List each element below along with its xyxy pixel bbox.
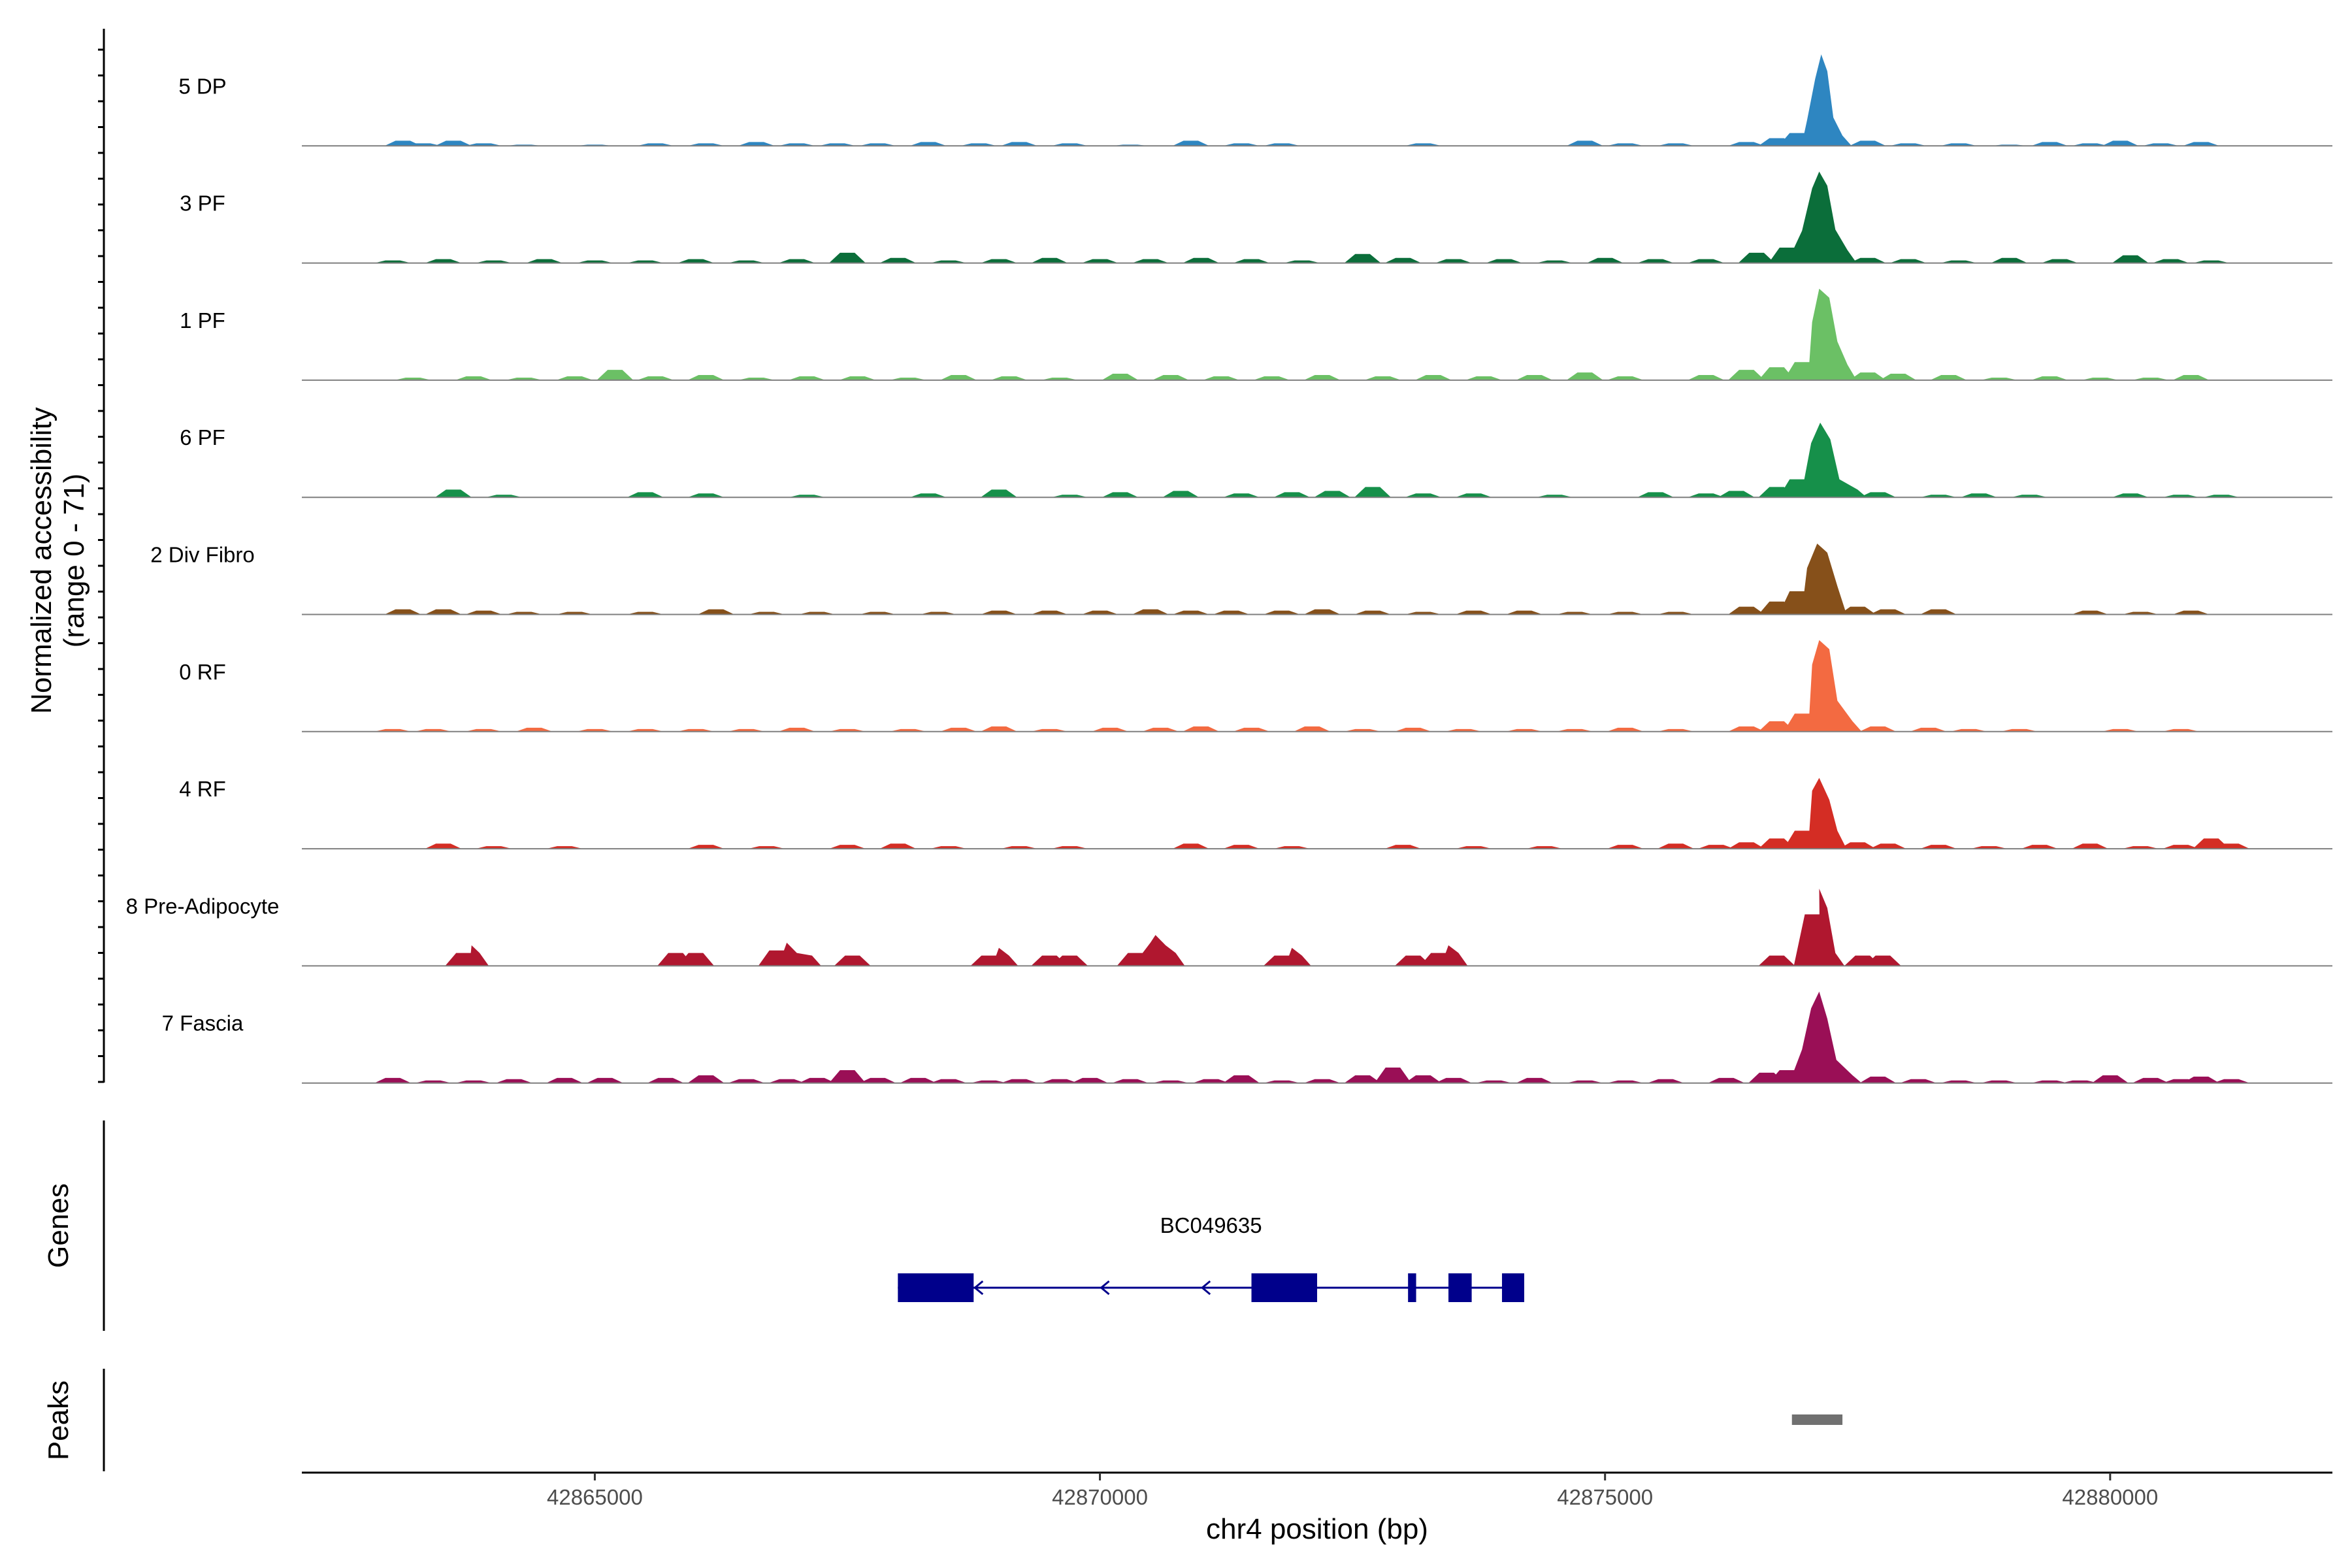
gene-exon bbox=[1501, 1273, 1524, 1302]
track-signal-area bbox=[372, 171, 2232, 263]
peak-regions bbox=[1791, 1414, 1843, 1425]
y-minor-ticks bbox=[98, 48, 104, 1083]
peaks-panel-title: Peaks bbox=[42, 1380, 74, 1460]
track: 6 PF bbox=[180, 422, 2332, 498]
track-label: 7 Fascia bbox=[162, 1011, 244, 1036]
track-signal-area bbox=[393, 288, 2212, 380]
gene-exon bbox=[898, 1273, 974, 1302]
track-signal-area bbox=[372, 991, 2252, 1083]
track-label: 5 DP bbox=[178, 74, 226, 98]
track-label: 1 PF bbox=[180, 308, 225, 333]
track-signal-area bbox=[382, 544, 2212, 615]
strand-arrow bbox=[1100, 1280, 1110, 1296]
x-tick-label: 42880000 bbox=[2062, 1485, 2158, 1509]
gene-exon bbox=[1251, 1273, 1317, 1302]
track-label: 4 RF bbox=[179, 777, 226, 801]
track-label: 0 RF bbox=[179, 660, 226, 684]
x-tick-label: 42870000 bbox=[1052, 1485, 1148, 1509]
x-tick-label: 42875000 bbox=[1557, 1485, 1653, 1509]
track: 1 PF bbox=[180, 288, 2332, 381]
track-signal-area bbox=[433, 422, 2242, 498]
x-axis-title: chr4 position (bp) bbox=[1206, 1513, 1428, 1545]
y-axis-title-line2: (range 0 - 71) bbox=[58, 474, 90, 648]
gene-exon bbox=[1408, 1273, 1416, 1302]
gene-exon bbox=[1448, 1273, 1472, 1302]
track-signal-area bbox=[443, 889, 1903, 966]
track: 0 RF bbox=[179, 640, 2332, 732]
gene-model: BC049635 bbox=[898, 1213, 1524, 1302]
x-axis-ticks: 42865000 42870000 42875000 42880000 bbox=[547, 1473, 2158, 1509]
x-axis: 42865000 42870000 42875000 42880000 chr4 po… bbox=[302, 1471, 2332, 1545]
coverage-tracks: 5 DP 3 PF 1 PF 6 PF 2 Div Fibro 0 RF 4 RF 8 Pre… bbox=[126, 54, 2332, 1084]
track-signal-area bbox=[372, 640, 2201, 732]
track: 2 Div Fibro bbox=[150, 543, 2332, 615]
track-label: 6 PF bbox=[180, 425, 225, 449]
gene-name-label: BC049635 bbox=[1160, 1213, 1262, 1237]
x-tick-label: 42865000 bbox=[547, 1485, 643, 1509]
y-axis-title: Normalized accessibility (range 0 - 71) bbox=[25, 407, 90, 713]
track: 7 Fascia bbox=[162, 991, 2332, 1084]
track: 8 Pre-Adipocyte bbox=[126, 889, 2332, 967]
genes-panel: Genes BC049635 bbox=[42, 1120, 1524, 1331]
gene-models: BC049635 bbox=[898, 1213, 1524, 1302]
track: 3 PF bbox=[180, 171, 2332, 264]
track-label: 2 Div Fibro bbox=[150, 543, 255, 567]
track-label: 3 PF bbox=[180, 191, 225, 216]
strand-arrow bbox=[973, 1280, 984, 1296]
strand-arrow bbox=[1200, 1280, 1211, 1296]
peaks-panel: Peaks bbox=[42, 1369, 1843, 1471]
genes-panel-title: Genes bbox=[42, 1183, 74, 1268]
track-signal-area bbox=[423, 777, 2252, 849]
track: 4 RF bbox=[179, 777, 2332, 850]
track-signal-area bbox=[382, 54, 2221, 146]
peak-region bbox=[1791, 1414, 1843, 1425]
track: 5 DP bbox=[178, 54, 2332, 147]
track-label: 8 Pre-Adipocyte bbox=[126, 894, 280, 918]
y-axis-title-line1: Normalized accessibility bbox=[25, 407, 57, 713]
